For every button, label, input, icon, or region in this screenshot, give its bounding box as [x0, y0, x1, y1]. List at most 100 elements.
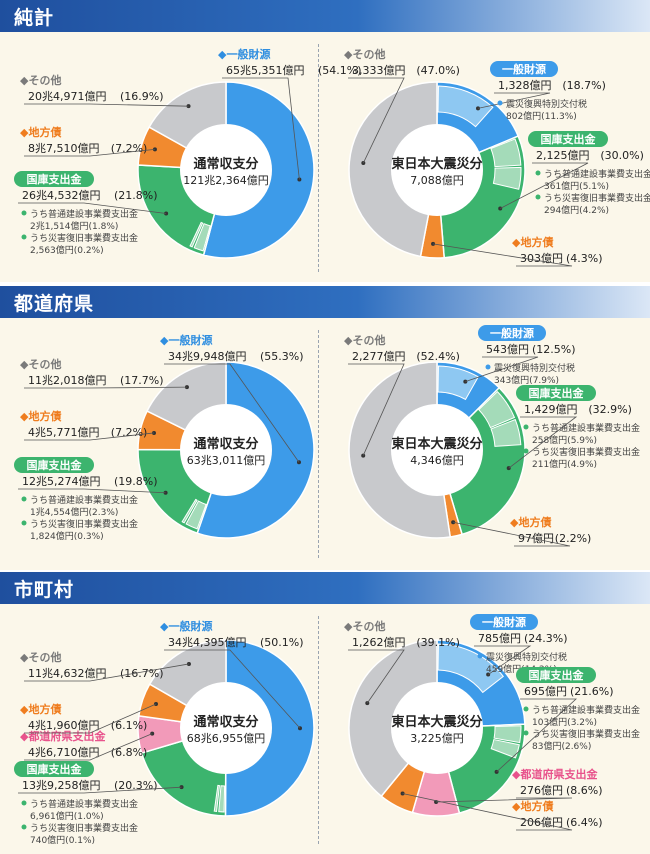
slice-sub [213, 784, 221, 813]
slice-name-label: 国庫支出金 [27, 172, 83, 186]
slice-name-label: ◆都道府県支出金 [20, 729, 106, 743]
sub-bullet [21, 234, 27, 240]
panel-divider [318, 616, 319, 844]
slice-name-label: 一般財源 [482, 615, 526, 629]
label-pill [516, 667, 596, 683]
leader-line [222, 77, 300, 180]
section-title: 純計 [14, 7, 55, 29]
slice-amount-label: 20兆4,971億円 [28, 90, 107, 103]
sub-amount-label: 1,824億円(0.3%) [30, 530, 104, 542]
slice-sub [181, 498, 198, 524]
slice-name-label: ◆その他 [344, 47, 385, 61]
slice-pct-label: (52.4%) [416, 350, 460, 363]
slice-amount-label: 11兆2,018億円 [28, 374, 107, 387]
center-title: 通常収支分 [193, 436, 258, 452]
slice-pct-label: (6.1%) [111, 719, 148, 732]
slice-pct-label: (50.1%) [260, 636, 304, 649]
slice-name-label: ◆その他 [20, 73, 61, 87]
leader-line [24, 148, 155, 157]
leader-line [164, 363, 300, 463]
sub-bullet [477, 653, 483, 659]
sub-name-label: うち災害復旧事業費支出金 [544, 192, 650, 204]
slice-amount-label: 13兆9,258億円 [22, 779, 101, 792]
sub-bullet [523, 706, 529, 712]
leader-line [508, 416, 578, 469]
slice-name-label: ◆その他 [20, 650, 61, 664]
slice-pct-label: (2.2%) [555, 532, 592, 545]
label-pill [14, 457, 94, 473]
donut-chart [137, 81, 315, 259]
center-value: 68兆6,955億円 [187, 732, 266, 745]
sub-amount-label: 343億円(7.9%) [494, 374, 559, 386]
leader-line [432, 243, 573, 267]
sub-name-label: 震災復興特別交付税 [486, 651, 567, 663]
slice-amount-label: 785億円 [478, 632, 521, 645]
sub-name-label: 震災復興特別交付税 [494, 362, 575, 374]
center-title: 東日本大震災分 [391, 714, 482, 730]
slice-sub [490, 138, 522, 168]
slice-sub [492, 166, 522, 190]
slice-pct-label: (16.9%) [120, 90, 164, 103]
leader-line [465, 356, 539, 383]
sub-bullet [21, 824, 27, 830]
slice-sub [437, 643, 505, 694]
sub-name-label: うち災害復旧事業費支出金 [30, 822, 138, 834]
leader-line [348, 363, 405, 456]
section-title: 市町村 [14, 579, 75, 601]
center-title: 通常収支分 [193, 156, 258, 172]
slice-name-label: ◆その他 [344, 619, 385, 633]
section-header-prefecture: 都道府県 [0, 286, 650, 318]
slice-name-label: ◆地方債 [512, 235, 553, 249]
slice-amount-label: 8兆7,510億円 [28, 142, 100, 155]
slice-name-label: ◆一般財源 [160, 333, 212, 347]
leader-line [18, 786, 182, 794]
center-value: 4,346億円 [410, 454, 464, 467]
donut-chart [348, 361, 526, 539]
sub-bullet [21, 496, 27, 502]
slice-name-label: ◆地方債 [20, 409, 61, 423]
slice-name-label: 国庫支出金 [541, 132, 597, 146]
sub-bullet [535, 194, 541, 200]
leader-line [496, 698, 578, 773]
slice-amount-label: 65兆5,351億円 [226, 64, 305, 77]
slice-pct-label: (24.3%) [524, 632, 568, 645]
slice-sub [437, 85, 494, 128]
leader-line [474, 645, 532, 675]
slice-pct-label: (30.0%) [600, 149, 644, 162]
label-pill [516, 385, 596, 401]
slice-sub [185, 500, 207, 530]
sub-amount-label: 2兆1,514億円(1.8%) [30, 220, 118, 232]
donut-chart [348, 639, 526, 817]
sub-name-label: うち災害復旧事業費支出金 [532, 446, 640, 458]
sub-amount-label: 2,563億円(0.2%) [30, 244, 104, 256]
section-panel-prefecture [0, 318, 650, 570]
slice-amount-label: 4兆5,771億円 [28, 426, 100, 439]
slice-amount-label: 11兆4,632億円 [28, 667, 107, 680]
slice-pct-label: (7.2%) [111, 426, 148, 439]
slice-pct-label: (4.3%) [566, 252, 603, 265]
panel-divider [318, 330, 319, 558]
slice-sub [478, 390, 516, 429]
donut-chart [137, 361, 315, 539]
slice-sub [189, 221, 204, 248]
sub-name-label: うち普通建設事業費支出金 [544, 168, 650, 180]
leader-line [348, 77, 405, 164]
center-value: 63兆3,011億円 [187, 454, 266, 467]
slice-pct-label: (8.6%) [566, 784, 603, 797]
sub-amount-label: 740億円(0.1%) [30, 834, 95, 846]
slice-name-label: ◆地方債 [20, 702, 61, 716]
label-pill [478, 325, 546, 341]
center-title: 通常収支分 [193, 714, 258, 730]
slice-pct-label: (12.5%) [532, 343, 576, 356]
section-header-municipality: 市町村 [0, 572, 650, 604]
sub-bullet [535, 170, 541, 176]
leader-line [18, 488, 166, 494]
panel-divider [318, 44, 319, 272]
slice-name-label: ◆都道府県支出金 [512, 767, 598, 781]
donut-center [391, 124, 483, 216]
slice-name-label: ◆地方債 [510, 515, 551, 529]
sub-bullet [21, 210, 27, 216]
sub-amount-label: 294億円(4.2%) [544, 204, 609, 216]
section-panel-municipality [0, 604, 650, 854]
leader-line [436, 797, 573, 803]
